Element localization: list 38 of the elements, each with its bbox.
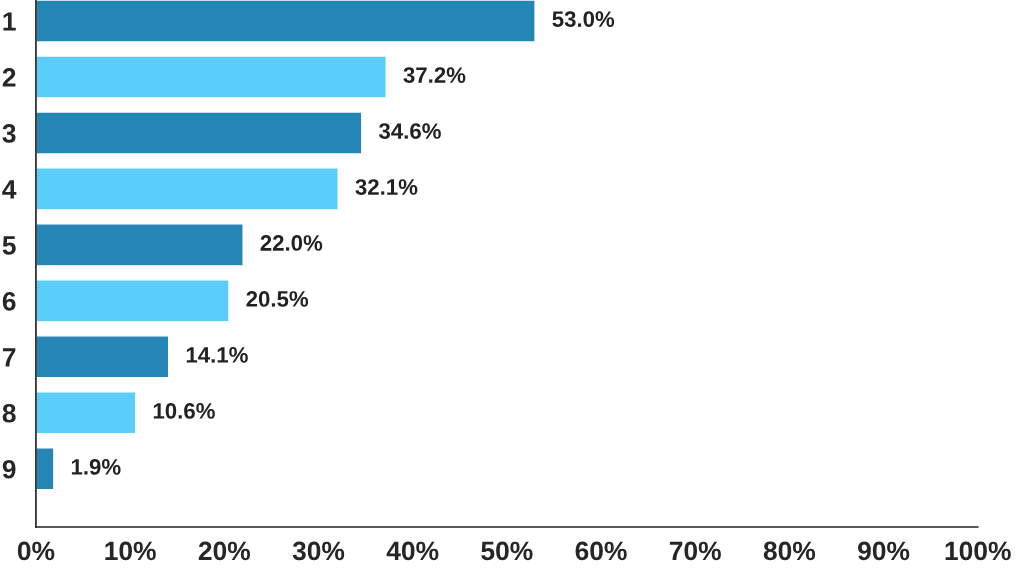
- data-label: 53.0%: [552, 11, 615, 27]
- x-tick-label: 40%: [386, 541, 439, 561]
- data-label: 10.6%: [153, 403, 215, 419]
- x-tick-label: 20%: [198, 541, 251, 561]
- y-tick-label: 5: [2, 236, 16, 255]
- y-tick-label: 4: [2, 180, 17, 199]
- data-label: 37.2%: [403, 67, 466, 83]
- y-tick-label: 7: [2, 348, 16, 367]
- bar: [35, 111, 363, 155]
- x-tick-label: 60%: [575, 541, 627, 561]
- x-tick-label: 70%: [669, 541, 721, 561]
- data-label: 32.1%: [355, 179, 418, 195]
- x-tick-label: 10%: [105, 541, 156, 561]
- data-label: 34.6%: [378, 123, 441, 139]
- y-tick-label: 9: [2, 459, 16, 479]
- bar: [35, 447, 55, 491]
- y-tick-label: 1: [3, 12, 16, 31]
- bar: [35, 55, 387, 99]
- data-label: 1.9%: [71, 459, 121, 475]
- x-tick-label: 30%: [292, 541, 345, 561]
- y-tick-label: 8: [2, 403, 16, 423]
- x-tick-label: 80%: [763, 541, 816, 561]
- bar: [35, 391, 137, 435]
- x-tick-label: 90%: [858, 541, 910, 561]
- x-tick-label: 50%: [481, 541, 533, 561]
- x-tick-label: 100%: [945, 541, 1011, 561]
- bar: [35, 335, 170, 379]
- data-label: 22.0%: [260, 235, 323, 251]
- y-tick-label: 3: [2, 124, 16, 143]
- bar: [35, 167, 339, 211]
- bar: [35, 279, 230, 323]
- y-tick-label: 6: [2, 291, 16, 311]
- x-tick-label: 0%: [17, 541, 55, 561]
- bar: [35, 223, 244, 267]
- y-tick-label: 2: [2, 68, 16, 87]
- data-label: 20.5%: [246, 291, 309, 307]
- bar: [35, 0, 536, 43]
- data-label: 14.1%: [186, 347, 248, 363]
